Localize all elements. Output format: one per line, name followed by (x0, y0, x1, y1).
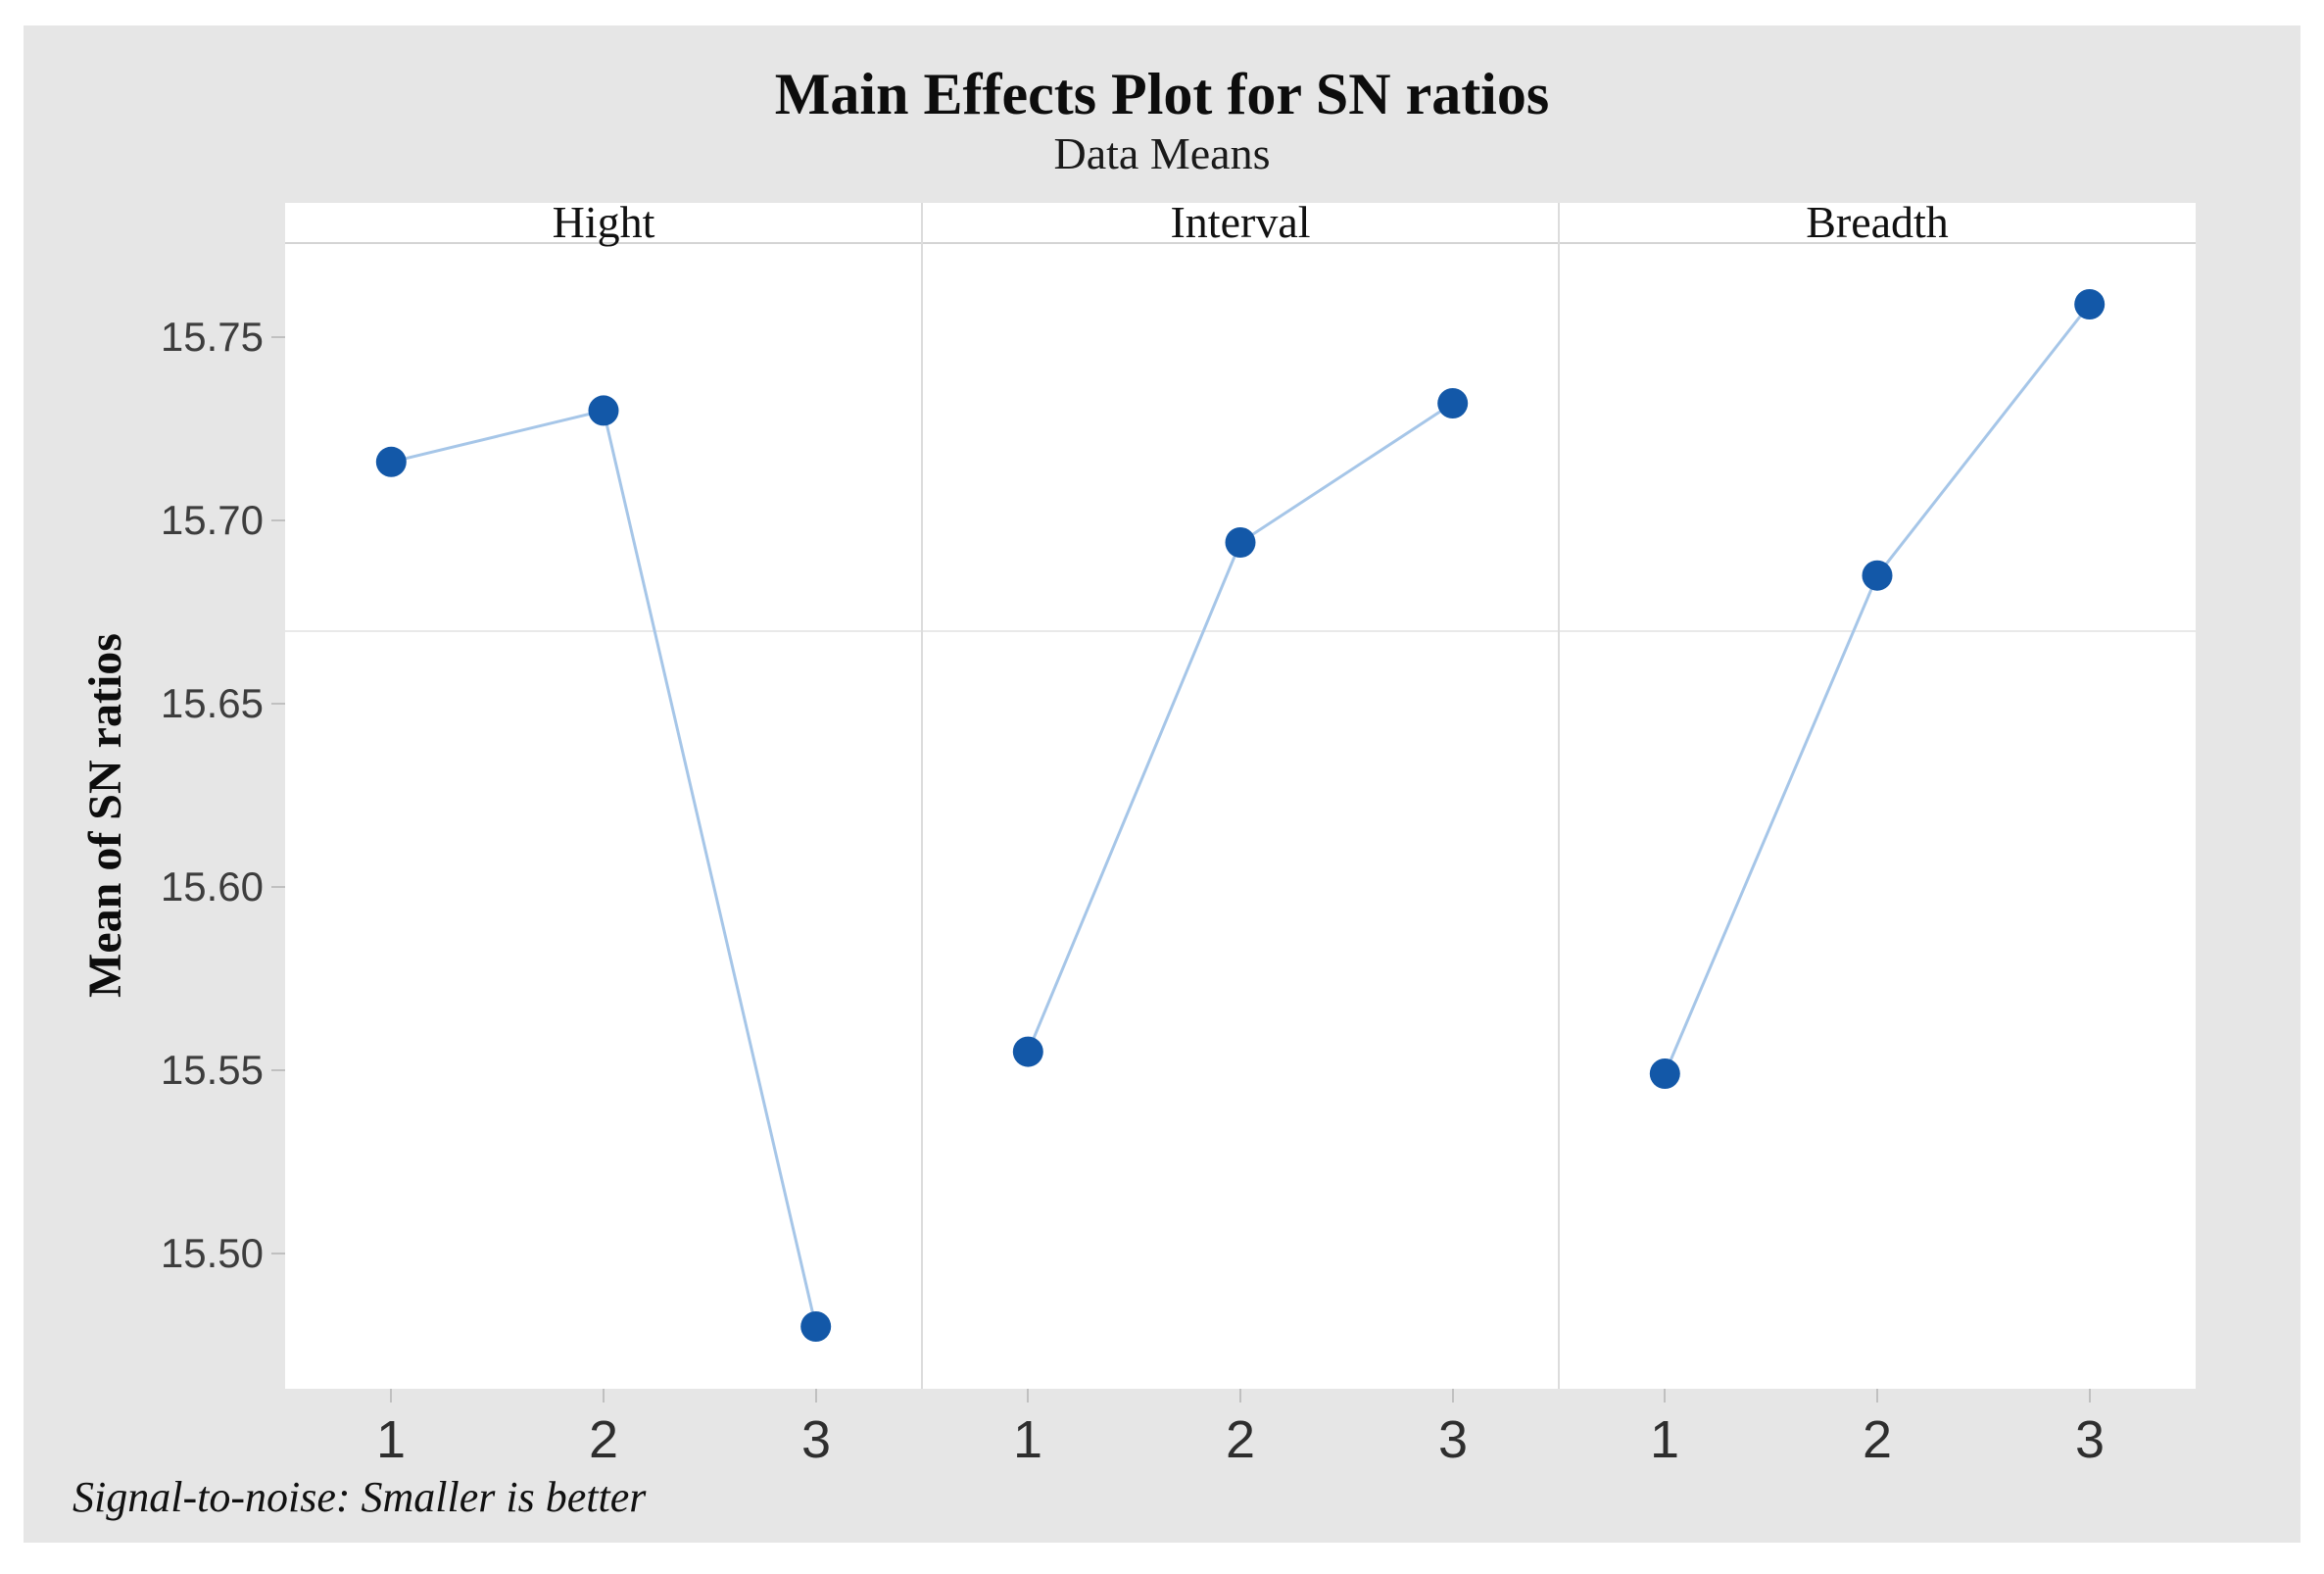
panel-header-hight: Hight (552, 197, 655, 247)
y-tick-label: 15.60 (160, 863, 264, 910)
x-tick-label: 2 (1225, 1410, 1256, 1469)
x-tick-mark (1239, 1389, 1241, 1402)
series-line-interval (1026, 402, 1454, 1053)
series-line-breadth (1663, 303, 2091, 1075)
mean-reference-line (285, 630, 2196, 632)
panel-divider-2 (1558, 203, 1560, 1389)
x-tick-label: 2 (588, 1410, 619, 1469)
series-line-hight (390, 409, 818, 1327)
y-tick-label: 15.50 (160, 1230, 264, 1276)
data-series-layer (375, 289, 2106, 1342)
chart-subtitle: Data Means (1053, 128, 1271, 178)
x-tick-label: 1 (375, 1410, 407, 1469)
figure-canvas: Main Effects Plot for SN ratios Data Mea… (24, 25, 2300, 1543)
x-tick-mark (1664, 1389, 1666, 1402)
data-point-hight-2 (588, 395, 619, 426)
y-tick-label: 15.75 (160, 314, 264, 360)
panel-header-interval: Interval (1170, 197, 1311, 247)
y-tick-mark (271, 1069, 285, 1071)
data-point-hight-1 (375, 446, 407, 477)
x-tick-label: 1 (1012, 1410, 1043, 1469)
data-point-breadth-1 (1649, 1058, 1680, 1089)
x-tick-mark (603, 1389, 605, 1402)
x-tick-mark (1876, 1389, 1878, 1402)
y-tick-mark (271, 336, 285, 338)
panel-header-band: Hight Interval Breadth (285, 197, 2196, 247)
y-tick-label: 15.65 (160, 680, 264, 726)
y-tick-mark (271, 703, 285, 705)
x-tick-mark (2089, 1389, 2091, 1402)
x-tick-mark (815, 1389, 817, 1402)
y-tick-mark (271, 1253, 285, 1254)
data-point-hight-3 (800, 1311, 832, 1342)
y-tick-label: 15.70 (160, 497, 264, 543)
x-tick-mark (390, 1389, 392, 1402)
y-tick-mark (271, 886, 285, 888)
y-tick-label: 15.55 (160, 1047, 264, 1093)
x-tick-mark (1452, 1389, 1454, 1402)
data-point-interval-3 (1437, 388, 1469, 418)
panel-header-breadth: Breadth (1806, 197, 1949, 247)
data-point-interval-2 (1225, 527, 1256, 558)
footnote-text: Signal-to-noise: Smaller is better (73, 1473, 647, 1521)
x-tick-mark (1027, 1389, 1029, 1402)
x-tick-label: 3 (800, 1410, 832, 1469)
data-point-breadth-3 (2074, 289, 2106, 320)
x-tick-label: 1 (1649, 1410, 1680, 1469)
y-tick-mark (271, 519, 285, 521)
x-tick-label: 2 (1862, 1410, 1893, 1469)
x-tick-label: 3 (2074, 1410, 2106, 1469)
chart-title: Main Effects Plot for SN ratios (774, 62, 1550, 126)
panel-divider-1 (921, 203, 923, 1389)
data-point-interval-1 (1012, 1036, 1043, 1067)
x-tick-label: 3 (1437, 1410, 1469, 1469)
data-point-breadth-2 (1862, 560, 1893, 591)
